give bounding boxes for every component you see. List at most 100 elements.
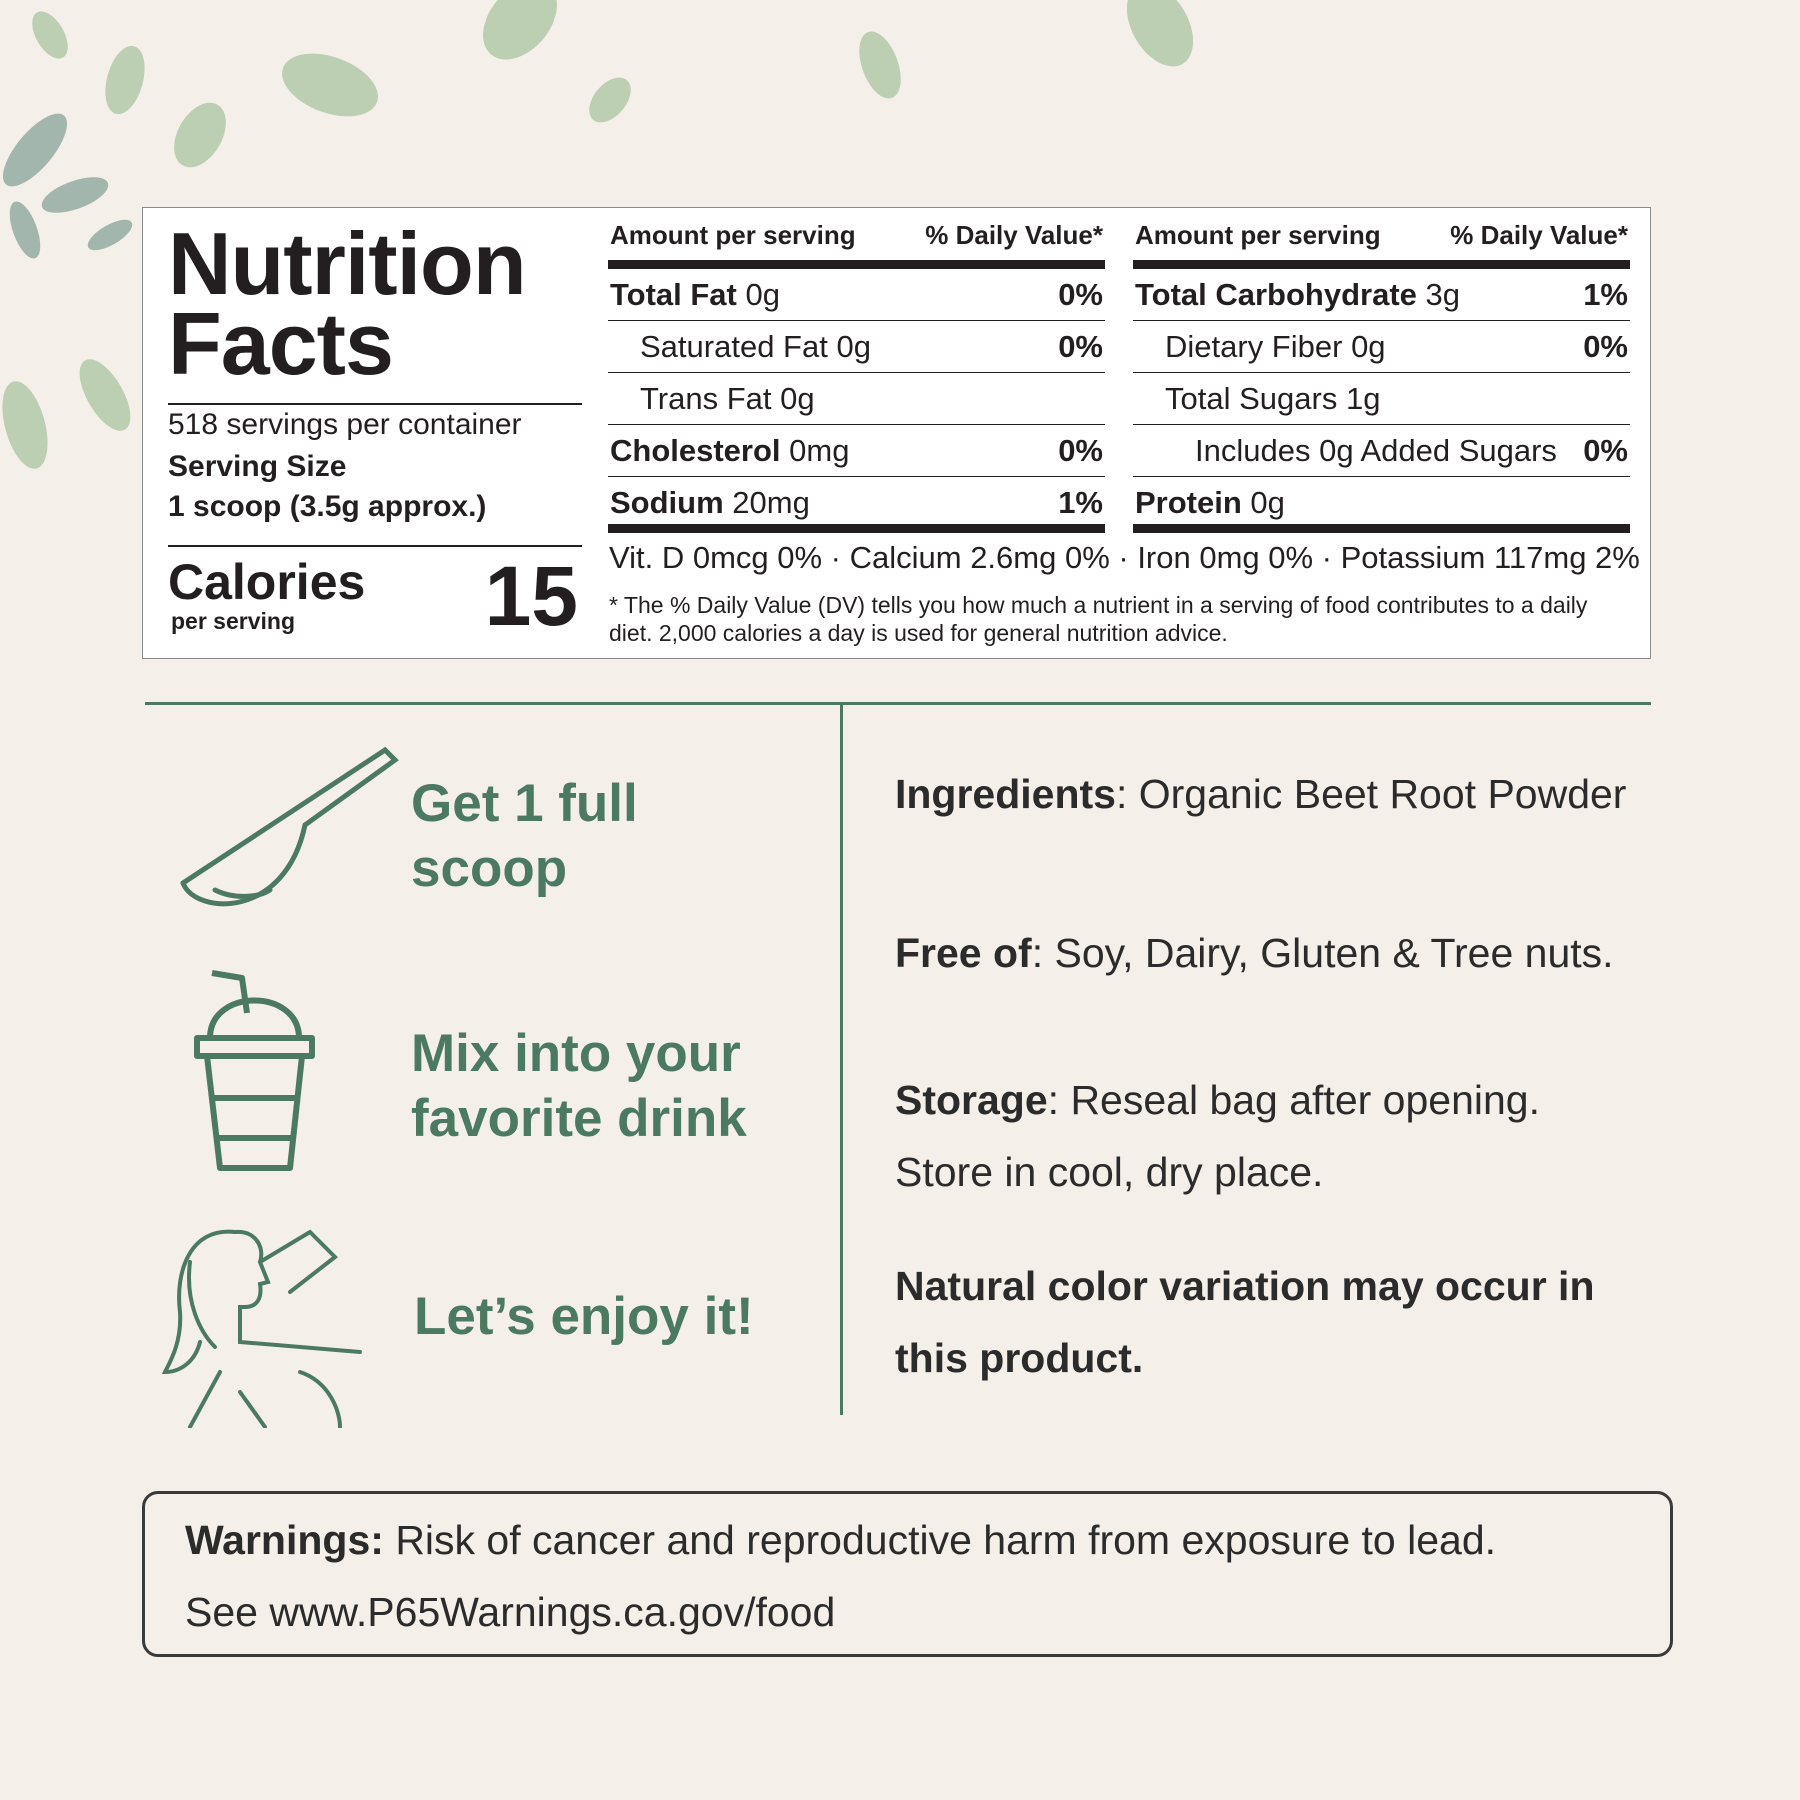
storage: Storage: Reseal bag after opening. Store … [895, 1064, 1540, 1208]
nutrient-name: Dietary Fiber 0g [1135, 329, 1386, 365]
servings-per-container: 518 servings per container [168, 408, 522, 441]
dv-footnote: * The % Daily Value (DV) tells you how m… [609, 591, 1587, 647]
ingredients: Ingredients: Organic Beet Root Powder [895, 758, 1626, 830]
nutrient-dv: 0% [1058, 328, 1103, 364]
dv-header: % Daily Value* [1450, 220, 1628, 250]
step-scoop-text: Get 1 full scoop [411, 771, 638, 901]
ingredients-label: Ingredients [895, 771, 1116, 817]
warning-link-text: See www.P65Warnings.ca.gov/food [185, 1589, 836, 1635]
nutrient-label: Sodium [610, 485, 724, 520]
step-enjoy-text: Let’s enjoy it! [414, 1287, 754, 1346]
warning-text: Risk of cancer and reproductive harm fro… [383, 1517, 1497, 1563]
storage-label: Storage [895, 1077, 1048, 1123]
nutrition-facts-panel: Nutrition Facts 518 servings per containe… [142, 207, 1651, 659]
step-line: favorite drink [411, 1089, 747, 1148]
nutrient-row: Protein 0g [1133, 477, 1630, 529]
step-line: scoop [411, 839, 568, 898]
nutrient-row: Dietary Fiber 0g 0% [1133, 321, 1630, 373]
nutrient-amount: 0mg [789, 432, 850, 468]
nutrient-amount: 0g [780, 380, 815, 416]
warning-box: Warnings: Risk of cancer and reproductiv… [142, 1491, 1673, 1657]
nutrient-amount: 3g [1425, 276, 1461, 312]
warning-label: Warnings: [185, 1517, 384, 1563]
nutrient-dv: 1% [1058, 485, 1103, 520]
storage-line-2: Store in cool, dry place. [895, 1149, 1324, 1195]
woman-drinking-icon [161, 1229, 362, 1428]
section-divider [145, 702, 1651, 705]
serving-size-value: 1 scoop (3.5g approx.) [168, 490, 487, 523]
nutrient-name: Trans Fat 0g [610, 381, 815, 417]
nutrient-name: Total Fat 0g [610, 277, 780, 313]
storage-value: : Reseal bag after opening. [1047, 1077, 1540, 1123]
footnote-line-2: diet. 2,000 calories a day is used for g… [609, 620, 1228, 646]
free-of: Free of: Soy, Dairy, Gluten & Tree nuts. [895, 917, 1614, 989]
variation-line-1: Natural color variation may occur in [895, 1263, 1595, 1309]
thick-divider [1133, 524, 1630, 533]
nutrient-label: Dietary Fiber [1165, 328, 1343, 364]
cup-icon [194, 970, 315, 1171]
column-divider [840, 705, 843, 1415]
nutrient-label: Total Fat [610, 276, 737, 312]
ingredients-value: : Organic Beet Root Powder [1115, 771, 1627, 817]
nutrient-amount: 0g [1250, 485, 1285, 520]
variation-line-2: this product. [895, 1335, 1144, 1381]
step-mix-text: Mix into your favorite drink [411, 1021, 747, 1151]
step-line: Mix into your [411, 1024, 741, 1083]
step-line: Get 1 full [411, 774, 638, 833]
nutrient-label: Protein [1135, 485, 1242, 520]
nutrient-row: Total Sugars 1g [1133, 373, 1630, 425]
serving-size-label: Serving Size [168, 450, 347, 483]
vitamins-minerals: Vit. D 0mcg 0% · Calcium 2.6mg 0% · Iron… [609, 540, 1640, 575]
thick-divider [1133, 260, 1630, 269]
divider [168, 545, 582, 547]
calories-label: Calories [168, 554, 366, 610]
nutrient-label: Saturated Fat [640, 328, 828, 364]
nutrient-row: Cholesterol 0mg 0% [608, 425, 1105, 477]
nutrient-row: Saturated Fat 0g 0% [608, 321, 1105, 373]
nutrient-name: Sodium 20mg [610, 485, 810, 521]
nutrient-name: Saturated Fat 0g [610, 329, 871, 365]
free-of-label: Free of [895, 930, 1032, 976]
footnote-line-1: * The % Daily Value (DV) tells you how m… [609, 592, 1588, 618]
nutrient-label: Total Carbohydrate [1135, 276, 1417, 312]
nutrient-label: Total Sugars [1165, 380, 1338, 416]
nutrient-row: Total Carbohydrate 3g 1% [1133, 269, 1630, 321]
scoop-icon [180, 746, 399, 907]
nutrient-row: Includes 0g Added Sugars 0% [1133, 425, 1630, 477]
calories-value: 15 [484, 549, 578, 643]
amount-header: Amount per serving [610, 220, 856, 250]
nutrient-dv: 0% [1058, 432, 1103, 468]
nutrient-amount: 0g [745, 276, 780, 312]
nutrient-label: Trans Fat [640, 380, 772, 416]
nutrient-row: Trans Fat 0g [608, 373, 1105, 425]
nutrient-dv: 0% [1583, 432, 1628, 468]
nutrient-name: Cholesterol 0mg [610, 433, 849, 469]
title-line-1: Nutrition [168, 214, 527, 313]
divider [168, 403, 582, 405]
nutrient-label: Cholesterol [610, 432, 781, 468]
calories-per-serving: per serving [171, 608, 295, 634]
nutrient-row: Total Fat 0g 0% [608, 269, 1105, 321]
amount-header: Amount per serving [1135, 220, 1381, 250]
thick-divider [608, 524, 1105, 533]
dv-header: % Daily Value* [925, 220, 1103, 250]
nutrient-label: Includes 0g Added Sugars [1195, 432, 1557, 468]
thick-divider [608, 260, 1105, 269]
nutrient-name: Includes 0g Added Sugars [1135, 433, 1557, 469]
nutrient-amount: 1g [1345, 380, 1381, 416]
free-of-value: : Soy, Dairy, Gluten & Tree nuts. [1031, 930, 1614, 976]
nutrient-name: Total Carbohydrate 3g [1135, 277, 1460, 313]
nutrient-row: Sodium 20mg 1% [608, 477, 1105, 529]
nutrient-dv: 0% [1583, 328, 1628, 364]
nutrition-facts-title: Nutrition Facts [168, 214, 527, 393]
nutrient-name: Total Sugars 1g [1135, 381, 1380, 417]
nutrient-amount: 0g [1351, 328, 1386, 364]
title-line-2: Facts [168, 294, 394, 393]
decorative-leaves [2, 0, 1194, 469]
color-variation-note: Natural color variation may occur in this… [895, 1250, 1594, 1394]
nutrient-amount: 0g [836, 328, 871, 364]
nutrient-name: Protein 0g [1135, 485, 1285, 521]
nutrient-dv: 1% [1583, 276, 1628, 312]
nutrient-amount: 20mg [732, 485, 810, 520]
nutrient-dv: 0% [1058, 276, 1103, 312]
